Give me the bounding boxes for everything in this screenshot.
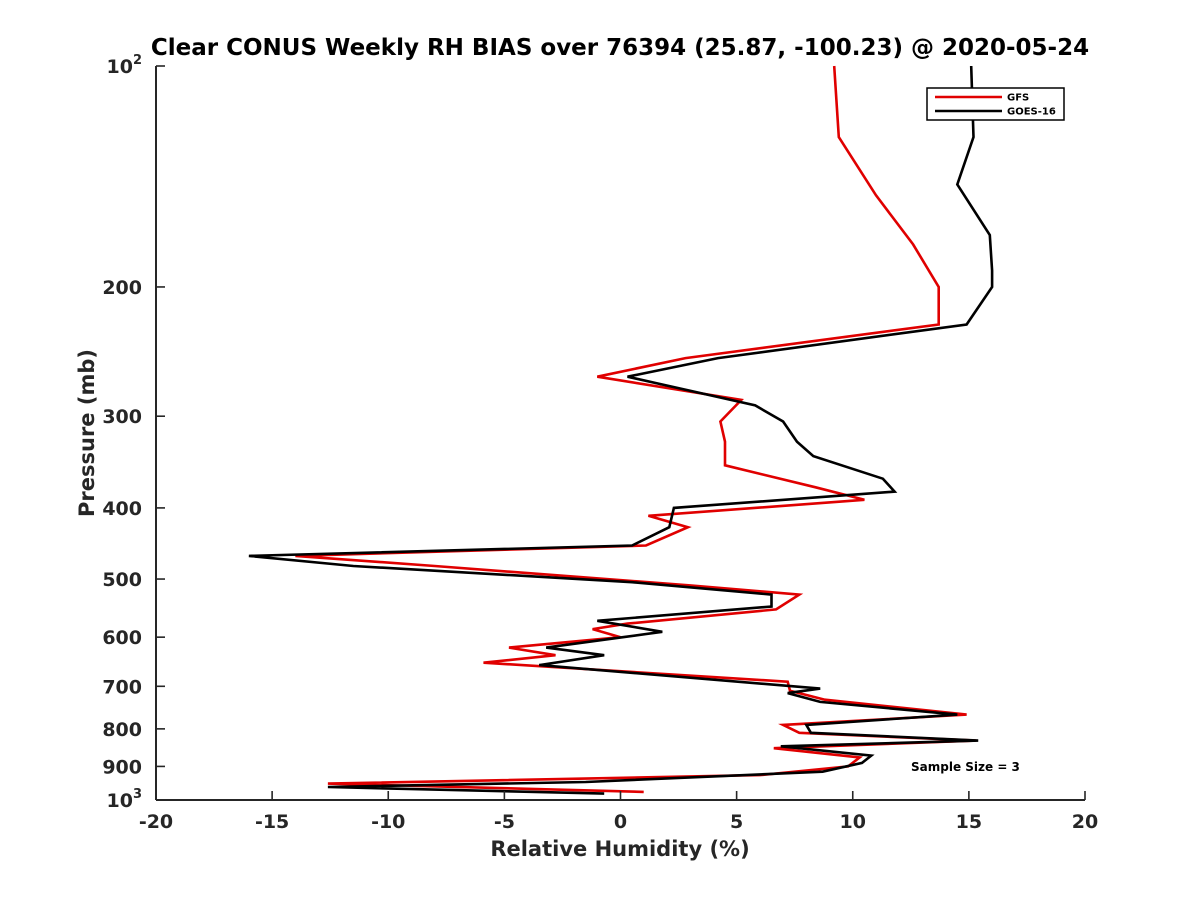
y-ticks: 102 200 300 400 500 600 700 800 900 103 (102, 53, 165, 812)
x-axis-title: Relative Humidity (%) (490, 837, 749, 861)
series-group (248, 65, 994, 795)
y-tick-label: 300 (102, 406, 142, 428)
x-tick-label: 10 (840, 811, 866, 833)
y-tick-label: 500 (102, 569, 142, 591)
y-tick-label: 400 (102, 498, 142, 520)
y-tick-label: 103 (107, 787, 143, 812)
x-tick-label: 20 (1072, 811, 1098, 833)
y-tick-label: 102 (107, 53, 143, 78)
x-tick-label: -5 (494, 811, 515, 833)
series-line-gfs (295, 65, 976, 794)
x-tick-label: -20 (139, 811, 173, 833)
y-axis-title: Pressure (mb) (75, 349, 99, 517)
x-tick-label: 0 (614, 811, 627, 833)
x-tick-label: -15 (255, 811, 289, 833)
legend: GFS GOES-16 (926, 87, 1065, 121)
x-tick-label: 15 (956, 811, 982, 833)
legend-label-gfs: GFS (1007, 93, 1029, 104)
x-ticks: -20 -15 -10 -5 0 5 10 15 20 (139, 791, 1098, 833)
legend-label-goes16: GOES-16 (1007, 107, 1056, 118)
y-tick-label: 600 (102, 627, 142, 649)
series-line-goes-16 (248, 65, 994, 795)
x-tick-label: 5 (730, 811, 743, 833)
chart-title: Clear CONUS Weekly RH BIAS over 76394 (2… (151, 35, 1089, 61)
y-tick-label: 700 (102, 676, 142, 698)
x-tick-label: -10 (371, 811, 405, 833)
sample-size-annotation: Sample Size = 3 (911, 760, 1020, 774)
y-tick-label: 200 (102, 277, 142, 299)
y-tick-label: 900 (102, 756, 142, 778)
axes (155, 66, 1085, 801)
legend-box (926, 87, 1065, 121)
y-tick-label: 800 (102, 719, 142, 741)
